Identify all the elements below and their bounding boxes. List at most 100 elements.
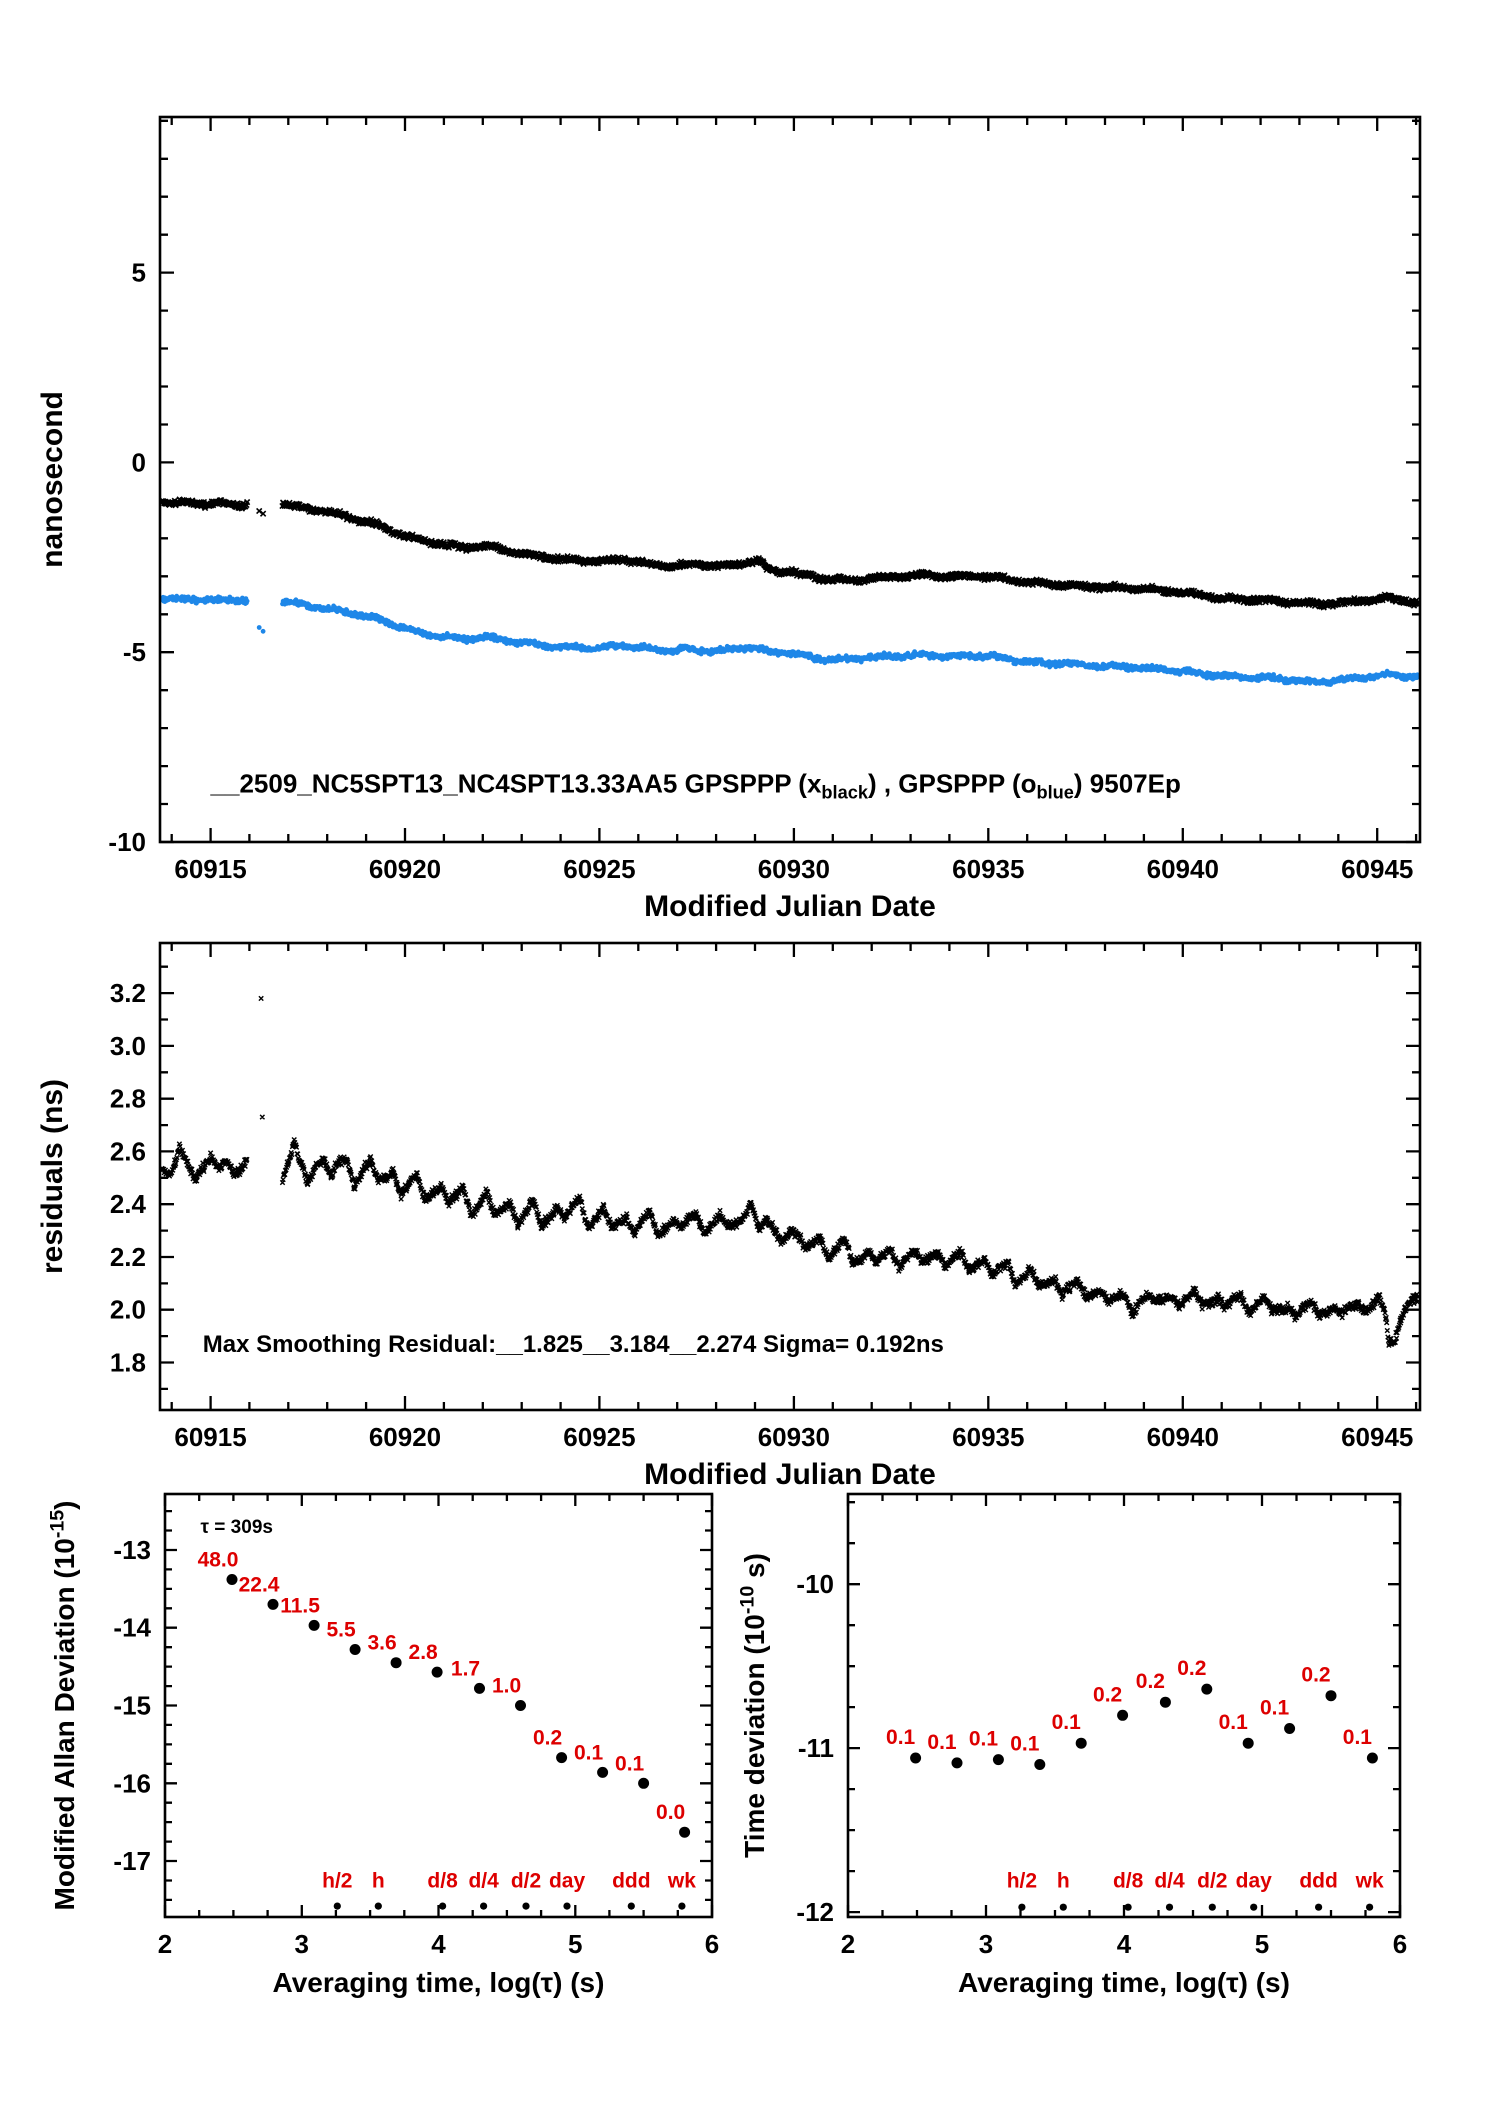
point-value-label: 22.4	[239, 1573, 280, 1596]
unit-tick-label: h	[1057, 1869, 1070, 1892]
point-value-label: 0.1	[1219, 1711, 1249, 1734]
unit-tick-label: d/8	[1113, 1869, 1144, 1892]
data-point	[951, 1757, 963, 1769]
unit-tick-marker	[1124, 1903, 1132, 1911]
data-point	[992, 1754, 1004, 1766]
unit-tick-label: h/2	[1007, 1869, 1037, 1892]
panel-mdev: 48.022.411.5 5.5 3.6 2.8 1.7 1.0 0.2 0.1 0.1 0.0 h…	[46, 1492, 719, 1998]
point-value-label: 0.2	[1177, 1657, 1206, 1680]
x-tick-label: 6	[705, 1929, 719, 1959]
data-point	[1117, 1709, 1129, 1721]
data-point	[1075, 1737, 1087, 1749]
unit-tick-marker	[1165, 1903, 1174, 1911]
y-axis-label: Time deviation (10-10 s)	[736, 1553, 770, 1858]
unit-tick-label: d/2	[1197, 1869, 1227, 1892]
data-point	[1159, 1696, 1171, 1708]
y-tick-label: -12	[796, 1897, 834, 1927]
unit-tick-marker	[1315, 1903, 1323, 1911]
panel-residuals: 60915 60920 60925 60930 60935 60940 60945 1.8 2.…	[36, 941, 1422, 1491]
data-point	[556, 1752, 568, 1764]
data-point	[638, 1777, 650, 1789]
annotation: τ = 309s	[201, 1517, 273, 1538]
y-tick-label: -10	[796, 1569, 834, 1599]
x-tick-label: 60915	[174, 854, 246, 884]
data-point	[474, 1682, 485, 1694]
unit-tick-label: d/2	[511, 1869, 541, 1892]
data-point	[390, 1657, 402, 1669]
data-point	[431, 1666, 443, 1678]
axis-ticks	[163, 1494, 714, 1917]
point-value-label: 0.1	[574, 1741, 604, 1764]
point-value-label: 0.1	[1052, 1711, 1082, 1734]
data-point	[1366, 1752, 1378, 1764]
unit-tick-label: d/4	[1154, 1869, 1185, 1892]
unit-tick-label: wk	[667, 1869, 696, 1892]
y-axis-label: residuals (ns)	[36, 1079, 69, 1274]
y-tick-label: -17	[113, 1846, 151, 1876]
annotation: Max Smoothing Residual:__1.825__3.184__2…	[203, 1331, 944, 1358]
y-tick-label: 3.0	[110, 1031, 146, 1061]
unit-tick-label: day	[549, 1869, 586, 1892]
axis-ticks	[846, 1494, 1402, 1917]
y-tick-label: 2.6	[110, 1136, 146, 1166]
x-tick-label: 60925	[563, 854, 635, 884]
data-point	[515, 1700, 526, 1711]
x-tick-label: 5	[568, 1929, 582, 1959]
unit-tick-label: ddd	[1299, 1869, 1337, 1892]
x-tick-label: 60935	[952, 1422, 1024, 1452]
x-tick-label: 60915	[174, 1422, 246, 1452]
x-axis-label: Modified Julian Date	[644, 1458, 936, 1491]
panel-tdev: 0.1 0.1 0.1 0.1 0.1 0.2 0.2 0.2 0.1 0.1 0.2 0.1 h/2 h…	[736, 1492, 1407, 1998]
data-point	[1284, 1723, 1296, 1734]
unit-tick-marker	[1250, 1903, 1258, 1911]
unit-tick-marker	[1059, 1903, 1067, 1911]
x-tick-label: 60920	[369, 1422, 441, 1452]
y-tick-label: 3.2	[110, 978, 146, 1008]
y-tick-label: -11	[798, 1733, 834, 1763]
data-point	[308, 1619, 320, 1631]
unit-tick-label: h/2	[322, 1869, 352, 1892]
y-axis-label: nanosecond	[36, 391, 69, 568]
x-tick-label: 4	[431, 1929, 446, 1959]
point-value-label: 0.0	[656, 1801, 685, 1824]
x-axis-label: Modified Julian Date	[644, 890, 936, 923]
x-tick-label: 3	[295, 1929, 309, 1959]
y-tick-label: 1.8	[110, 1348, 146, 1378]
unit-tick-label: d/8	[427, 1869, 458, 1892]
point-value-label: 0.1	[1343, 1726, 1373, 1749]
x-tick-label: 3	[979, 1929, 993, 1959]
point-value-label: 0.2	[1093, 1683, 1122, 1706]
point-value-label: 1.0	[492, 1675, 521, 1698]
y-tick-label: -10	[108, 827, 146, 857]
annotation: __2509_NC5SPT13_NC4SPT13.33AA5 GPSPPP (x…	[210, 769, 1181, 803]
y-tick-label: -5	[123, 637, 146, 667]
unit-tick-marker	[374, 1902, 382, 1910]
x-tick-label: 6	[1393, 1929, 1407, 1959]
panel-top: 60915 60920 60925 60930 60935 60940 60945 -10 -5…	[36, 115, 1422, 923]
y-axis-label: Modified Allan Deviation (10-15)	[46, 1501, 80, 1911]
unit-tick-marker	[522, 1902, 530, 1910]
y-tick-label: 0	[132, 447, 146, 477]
x-axis-label: Averaging time, log(τ) (s)	[273, 1967, 605, 1998]
unit-tick-label: d/4	[468, 1869, 499, 1892]
unit-tick-marker	[1366, 1903, 1374, 1911]
y-tick-label: -16	[113, 1768, 151, 1798]
unit-tick-label: wk	[1355, 1869, 1384, 1892]
data-point	[1201, 1683, 1213, 1695]
data-point	[910, 1752, 922, 1764]
unit-tick-marker	[480, 1902, 488, 1910]
unit-tick-marker	[439, 1902, 447, 1910]
y-tick-label: 2.8	[110, 1084, 146, 1114]
y-tick-label: 2.4	[110, 1189, 147, 1219]
unit-tick-marker	[1018, 1903, 1026, 1911]
point-value-label: 0.1	[1260, 1696, 1290, 1719]
point-value-label: 3.6	[368, 1632, 397, 1655]
plot-area-residuals	[160, 995, 1420, 1348]
point-value-label: 1.7	[451, 1657, 480, 1680]
plot-area-top	[160, 496, 1420, 687]
unit-tick-marker	[563, 1902, 571, 1910]
unit-tick-label: h	[372, 1869, 385, 1892]
axes-box	[158, 941, 1422, 1412]
point-value-label: 0.2	[1301, 1664, 1330, 1687]
